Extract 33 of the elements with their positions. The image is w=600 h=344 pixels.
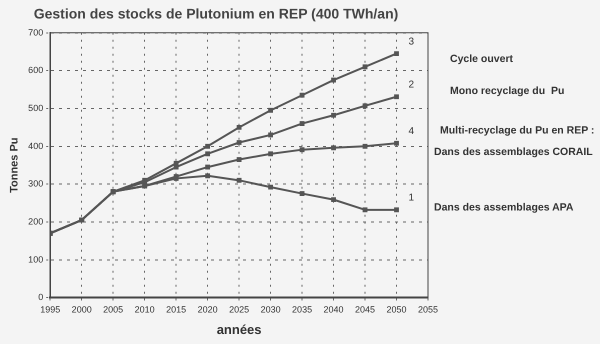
y-tick-label: 700 [28, 27, 44, 38]
x-tick-label: 2035 [292, 304, 312, 314]
y-tick-label: 200 [28, 216, 44, 226]
x-tick-label: 2005 [103, 304, 124, 314]
annotation: 2 [408, 79, 415, 90]
text: Dans des assemblages CORAIL [434, 146, 594, 158]
text: Multi-recyclage du Pu en REP : [440, 124, 594, 137]
y-tick-label: 300 [28, 178, 44, 189]
x-tick-label: 2010 [134, 304, 155, 314]
annotation: 4 [408, 126, 415, 138]
chart-title: Gestion des stocks de Plutonium en REP (400 TWh/an) [34, 5, 398, 22]
x-tick-label: 2055 [418, 304, 438, 314]
x-tick-label: 2045 [355, 304, 376, 314]
x-tick-label: 2020 [198, 304, 218, 314]
y-tick-label: 400 [28, 140, 44, 151]
x-tick-label: 2050 [386, 304, 407, 314]
x-tick-label: 2000 [72, 304, 92, 314]
annotation: 1 [408, 192, 415, 204]
text: Mono recyclage du Pu [450, 84, 564, 97]
text: Cycle ouvert [450, 53, 514, 66]
y-tick-label: 500 [28, 102, 44, 113]
x-tick-label: 2040 [324, 304, 344, 314]
x-axis-title: années [216, 322, 262, 337]
y-tick-label: 600 [28, 65, 44, 76]
y-tick-label: 0 [38, 292, 44, 302]
y-tick-label: 100 [28, 254, 44, 264]
annotation: 3 [408, 36, 415, 48]
x-tick-label: 2030 [260, 304, 281, 314]
y-axis-title: Tonnes Pu [8, 137, 21, 193]
x-tick-label: 2025 [229, 304, 250, 314]
text: Dans des assemblages APA [434, 201, 574, 214]
x-tick-label: 2015 [166, 304, 186, 314]
x-tick-label: 1995 [40, 304, 60, 314]
